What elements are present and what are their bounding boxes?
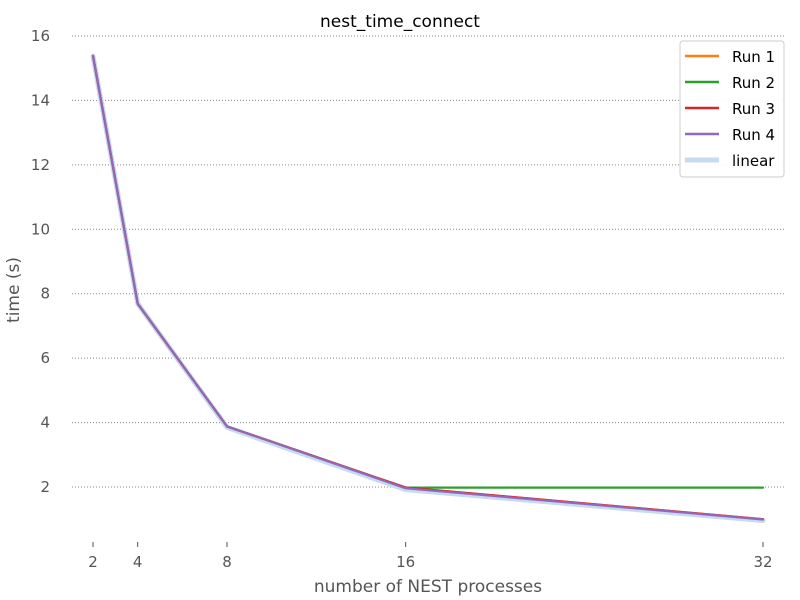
y-tick-label: 12 <box>31 156 50 174</box>
series-line-run-4 <box>91 54 765 521</box>
tick-labels: 2 4 6 8 10 12 14 16 2 4 8 16 32 <box>31 27 773 571</box>
y-tick-label: 2 <box>40 478 50 496</box>
series-line-run-3 <box>91 54 765 521</box>
y-axis-label: time (s) <box>4 257 24 323</box>
y-tick-label: 16 <box>31 27 50 45</box>
legend-label: Run 4 <box>732 126 775 144</box>
series-line-linear <box>90 53 766 523</box>
x-tick-label: 32 <box>753 553 772 571</box>
legend-box <box>679 40 785 178</box>
y-tick-label: 14 <box>31 91 50 109</box>
series-lines <box>90 53 766 523</box>
x-tick-label: 16 <box>396 553 415 571</box>
series-line-run-2 <box>91 54 765 489</box>
series-line-run-1 <box>91 54 765 521</box>
legend-label: linear <box>732 152 775 170</box>
x-tick-label: 4 <box>133 553 143 571</box>
chart-title: nest_time_connect <box>320 12 480 32</box>
y-tick-label: 10 <box>31 220 50 238</box>
y-tick-label: 6 <box>40 349 50 367</box>
legend: Run 1 Run 2 Run 3 Run 4 linear <box>679 40 785 178</box>
legend-label: Run 2 <box>732 74 775 92</box>
y-tick-label: 8 <box>40 285 50 303</box>
legend-label: Run 1 <box>732 48 775 66</box>
x-tick-label: 2 <box>88 553 98 571</box>
grid-lines <box>72 35 785 488</box>
y-tick-label: 4 <box>40 414 50 432</box>
x-tick-label: 8 <box>222 553 232 571</box>
legend-label: Run 3 <box>732 100 775 118</box>
x-axis-label: number of NEST processes <box>314 577 542 597</box>
